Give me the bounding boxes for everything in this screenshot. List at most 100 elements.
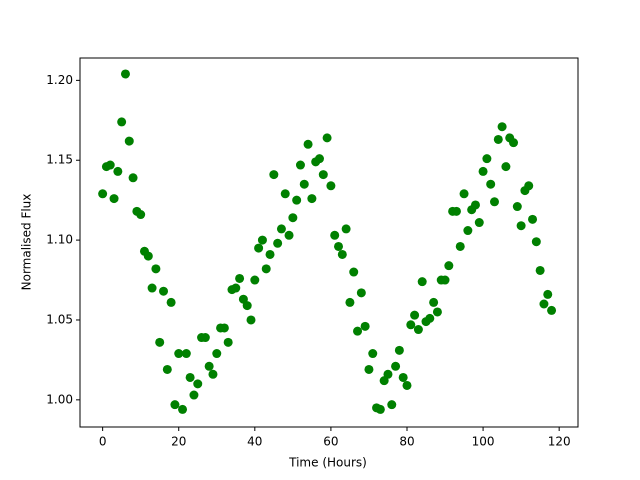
scatter-point [429,297,439,307]
scatter-point [98,189,108,199]
scatter-point [535,265,545,275]
scatter-point [105,160,115,170]
y-tick-label: 1.10 [46,233,73,247]
scatter-point [337,249,347,259]
scatter-point [322,133,332,143]
scatter-point [159,286,169,296]
x-tick-label: 100 [472,435,495,449]
scatter-point [482,154,492,164]
plot-frame [79,57,579,428]
scatter-point [364,364,374,374]
scatter-point [128,173,138,183]
scatter-point [136,210,146,220]
scatter-point [547,305,557,315]
scatter-point [486,179,496,189]
scatter-point [489,197,499,207]
scatter-point [474,218,484,228]
scatter-point [162,364,172,374]
x-axis-label: Time (Hours) [288,456,367,470]
scatter-point [276,224,286,234]
y-tick-label: 1.00 [46,392,73,406]
scatter-point [497,122,507,132]
scatter-point [113,166,123,176]
scatter-point [539,299,549,309]
scatter-point [120,69,130,79]
scatter-point [349,267,359,277]
scatter-point [440,275,450,285]
scatter-point [242,301,252,311]
scatter-point [413,325,423,335]
y-tick-label: 1.05 [46,312,73,326]
scatter-point [155,337,165,347]
scatter-point [250,275,260,285]
scatter-point [478,166,488,176]
scatter-point [341,224,351,234]
x-tick-label: 40 [247,435,262,449]
scatter-point [280,189,290,199]
scatter-point [391,361,401,371]
scatter-point [208,369,218,379]
scatter-point [444,261,454,271]
scatter-point [406,320,416,330]
scatter-point [124,136,134,146]
scatter-point [181,349,191,359]
scatter-point [288,213,298,223]
x-tick-label: 80 [399,435,414,449]
scatter-point [455,241,465,251]
scatter-point [368,349,378,359]
scatter-point [147,283,157,293]
scatter-point [307,194,317,204]
scatter-point [394,345,404,355]
scatter-point [235,273,245,283]
scatter-point [299,179,309,189]
y-tick-label: 1.15 [46,153,73,167]
scatter-point [246,315,256,325]
scatter-point [402,380,412,390]
scatter-point [109,194,119,204]
scatter-point [375,404,385,414]
y-tick-label: 1.20 [46,73,73,87]
scatter-point [257,235,267,245]
scatter-point [493,134,503,144]
scatter-point [193,379,203,389]
scatter-point [531,237,541,247]
scatter-point [189,390,199,400]
scatter-point [432,307,442,317]
scatter-point [425,313,435,323]
scatter-point [524,181,534,191]
scatter-point [543,289,553,299]
scatter-point [410,310,420,320]
scatter-point [417,277,427,287]
scatter-point [509,138,519,148]
scatter-point [470,200,480,210]
scatter-point [174,349,184,359]
scatter-point [185,372,195,382]
scatter-point [353,326,363,336]
scatter-point [345,297,355,307]
scatter-point [219,323,229,333]
scatter-point [117,117,127,127]
scatter-point [528,214,538,224]
scatter-point [383,369,393,379]
scatter-point [254,243,264,253]
x-tick-label: 0 [99,435,107,449]
scatter-point [360,321,370,331]
scatter-point [166,297,176,307]
scatter-point [326,181,336,191]
x-tick-label: 60 [323,435,338,449]
scatter-point [261,264,271,274]
scatter-point [269,170,279,180]
scatter-point [330,230,340,240]
scatter-point [334,241,344,251]
scatter-point [178,404,188,414]
y-axis-label: Normalised Flux [20,194,34,291]
scatter-point [398,372,408,382]
scatter-point [212,349,222,359]
scatter-point [459,189,469,199]
scatter-point [151,264,161,274]
scatter-point [303,139,313,149]
scatter-point [451,206,461,216]
scatter-point [223,337,233,347]
scatter-point [143,251,153,261]
scatter-point [501,162,511,172]
